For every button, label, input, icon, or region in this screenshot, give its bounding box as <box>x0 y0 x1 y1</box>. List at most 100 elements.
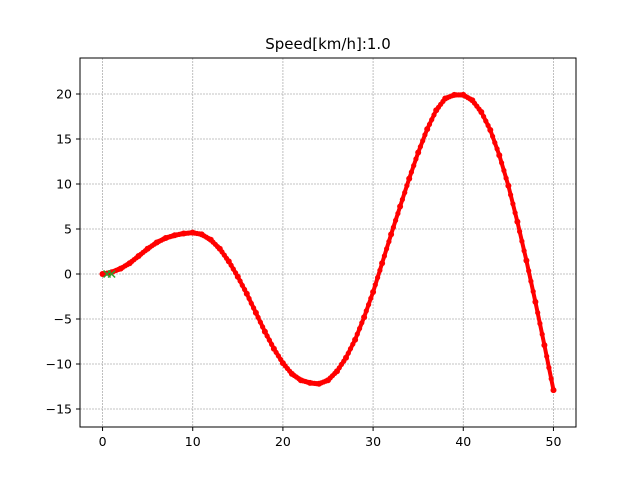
trajectory-point <box>345 350 351 356</box>
trajectory-point <box>429 117 435 123</box>
x-tick-label: 0 <box>99 434 107 449</box>
trajectory-point <box>417 144 423 150</box>
trajectory-point <box>384 246 390 252</box>
y-tick-label: 20 <box>56 87 72 102</box>
trajectory-point <box>359 320 365 326</box>
trajectory-point <box>505 182 512 189</box>
trajectory-point <box>510 201 516 207</box>
trajectory-point <box>512 210 518 216</box>
trajectory-point <box>386 239 392 245</box>
trajectory-point <box>243 290 250 297</box>
trajectory-point <box>530 288 536 295</box>
trajectory-point <box>354 331 360 337</box>
trajectory-point <box>521 248 527 254</box>
trajectory-point <box>257 319 263 325</box>
x-tick-label: 40 <box>455 434 471 449</box>
trajectory-point <box>415 149 422 156</box>
x-tick-label: 10 <box>185 434 201 449</box>
data-layer <box>99 91 557 394</box>
trajectory-point <box>514 218 521 225</box>
trajectory-point <box>255 314 261 320</box>
trajectory-point <box>494 146 500 152</box>
trajectory-point <box>252 309 259 316</box>
trajectory-point <box>492 140 498 146</box>
trajectory-point <box>228 262 234 268</box>
trajectory-point <box>357 325 363 332</box>
trajectory-point <box>501 167 507 174</box>
trajectory-point <box>264 333 270 339</box>
trajectory-point <box>532 298 539 305</box>
trajectory-point <box>548 376 554 382</box>
trajectory-point <box>422 132 428 138</box>
trajectory-point <box>350 341 356 347</box>
trajectory-point <box>411 163 417 169</box>
trajectory-point <box>248 300 254 306</box>
chart-title: Speed[km/h]:1.0 <box>265 35 391 53</box>
y-tick-label: 10 <box>56 177 72 192</box>
trajectory-point <box>544 353 550 359</box>
y-tick-label: 15 <box>56 132 72 147</box>
trajectory-point <box>379 260 386 267</box>
y-tick-label: −5 <box>54 312 72 327</box>
trajectory-point <box>370 289 377 295</box>
trajectory-point <box>420 138 426 144</box>
trajectory-point <box>366 302 372 308</box>
trajectory-point <box>246 295 252 302</box>
y-tick-label: −15 <box>46 402 72 417</box>
trajectory-point <box>517 228 523 235</box>
trajectory-point <box>550 387 557 394</box>
trajectory-point <box>539 331 545 337</box>
trajectory-point <box>399 196 405 203</box>
trajectory-point <box>239 282 245 288</box>
trajectory-point <box>426 121 433 127</box>
trajectory-point <box>487 127 494 133</box>
trajectory-point <box>397 203 404 210</box>
trajectory-point <box>242 286 248 293</box>
trajectory-point <box>393 217 399 223</box>
trajectory-point <box>363 308 369 314</box>
trajectory-point <box>395 210 401 217</box>
trajectory-point <box>523 257 530 264</box>
y-tick-label: 0 <box>64 267 72 282</box>
trajectory-point <box>343 354 349 361</box>
trajectory-point <box>372 282 378 288</box>
trajectory-point <box>528 278 534 284</box>
y-tick-label: −10 <box>46 357 72 372</box>
trajectory-point <box>237 278 243 284</box>
trajectory-point <box>483 118 489 124</box>
trajectory-point <box>375 275 381 281</box>
trajectory-point <box>546 365 552 371</box>
trajectory-point <box>261 328 268 335</box>
trajectory-point <box>352 336 359 343</box>
trajectory-point <box>402 190 408 196</box>
trajectory-point <box>368 295 374 301</box>
trajectory-point <box>481 113 487 120</box>
trajectory-point <box>361 314 368 321</box>
plot-frame <box>79 57 577 428</box>
trajectory-point <box>390 224 396 230</box>
trajectory-point <box>413 156 419 162</box>
trajectory-point <box>388 231 395 238</box>
trajectory-point <box>269 341 275 347</box>
x-tick-label: 50 <box>546 434 562 449</box>
trajectory-point <box>485 122 491 129</box>
trajectory-point <box>260 324 266 330</box>
x-tick-label: 30 <box>365 434 381 449</box>
y-tick-label: 5 <box>64 222 72 237</box>
trajectory-point <box>526 268 532 274</box>
trajectory-point <box>408 169 414 175</box>
trajectory-point <box>499 160 505 166</box>
trajectory-point <box>431 112 437 118</box>
trajectory-point <box>535 310 541 316</box>
trajectory-point <box>406 175 413 182</box>
grid <box>80 58 576 427</box>
trajectory-point <box>508 192 514 198</box>
trajectory-point <box>541 342 548 349</box>
trajectory-point <box>490 133 496 139</box>
trajectory-point <box>519 238 525 244</box>
trajectory-point <box>234 273 241 280</box>
trajectory-point <box>503 175 509 181</box>
trajectory-point <box>424 126 431 133</box>
